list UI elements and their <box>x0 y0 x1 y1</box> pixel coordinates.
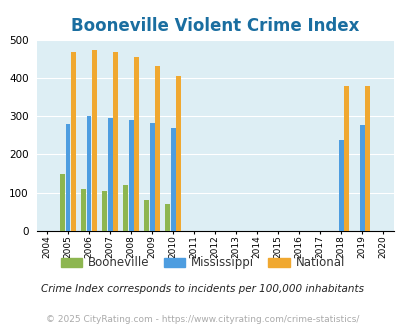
Bar <box>343 85 348 231</box>
Bar <box>66 124 70 231</box>
Bar <box>81 189 86 231</box>
Bar <box>144 200 149 231</box>
Bar <box>128 120 133 231</box>
Bar <box>92 50 97 231</box>
Bar <box>123 185 128 231</box>
Bar <box>86 116 91 231</box>
Legend: Booneville, Mississippi, National: Booneville, Mississippi, National <box>56 252 349 274</box>
Bar <box>165 204 170 231</box>
Bar <box>171 128 175 231</box>
Text: Crime Index corresponds to incidents per 100,000 inhabitants: Crime Index corresponds to incidents per… <box>41 284 364 294</box>
Title: Booneville Violent Crime Index: Booneville Violent Crime Index <box>71 17 358 35</box>
Bar <box>134 57 139 231</box>
Bar <box>107 118 112 231</box>
Bar <box>364 85 369 231</box>
Text: © 2025 CityRating.com - https://www.cityrating.com/crime-statistics/: © 2025 CityRating.com - https://www.city… <box>46 315 359 324</box>
Bar <box>338 140 343 231</box>
Bar <box>155 66 160 231</box>
Bar <box>71 52 76 231</box>
Bar <box>359 125 364 231</box>
Bar <box>149 123 154 231</box>
Bar <box>102 191 107 231</box>
Bar <box>113 52 118 231</box>
Bar <box>176 76 181 231</box>
Bar <box>60 174 65 231</box>
